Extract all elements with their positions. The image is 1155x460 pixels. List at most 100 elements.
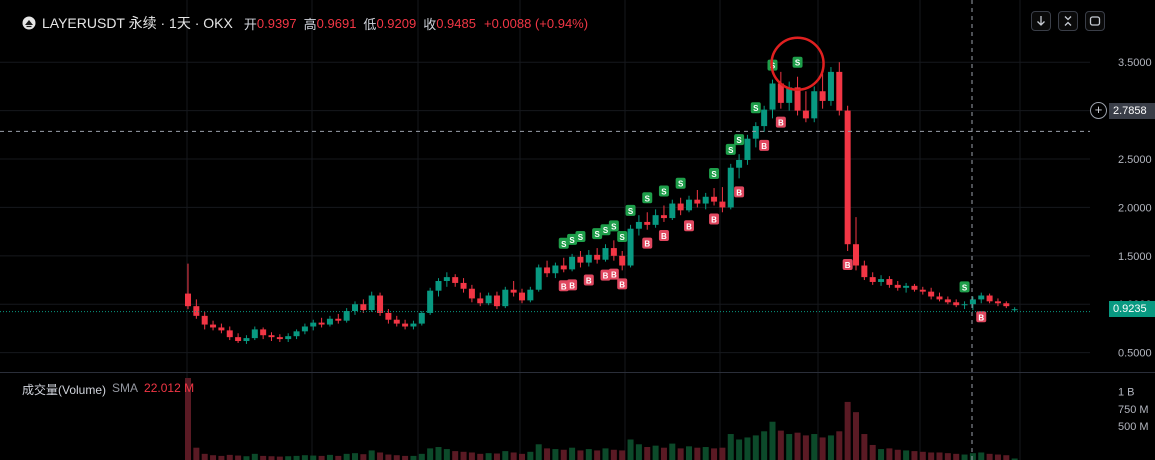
candle-body-66: [736, 159, 743, 168]
volume-legend-value: 22.012 M: [144, 381, 195, 395]
candle-body-18: [335, 318, 342, 321]
volume-bar-58: [669, 443, 676, 460]
candle-body-88: [919, 289, 926, 292]
candle-body-33: [460, 282, 467, 289]
marker-badge-7: [625, 204, 636, 216]
volume-bar-53: [627, 439, 634, 460]
volume-bar-4: [218, 455, 225, 460]
candle-body-26: [402, 323, 409, 327]
marker-badge-18: [558, 280, 569, 292]
candle-84: [886, 276, 893, 288]
marker-label-22: B: [611, 271, 617, 280]
volume-bar-74: [802, 435, 809, 460]
candle-13: [293, 329, 300, 340]
candle-body-77: [827, 71, 834, 101]
volume-bar-72: [786, 434, 793, 460]
volume-bar-43: [544, 448, 551, 460]
sell-marker-13: S: [734, 134, 745, 146]
y-tick-label-3: 2.0000: [1118, 202, 1152, 214]
candle-30: [435, 278, 442, 297]
volume-tick-label-2: 500 M: [1118, 421, 1149, 433]
marker-badge-9: [658, 185, 669, 197]
volume-bar-54: [635, 444, 642, 460]
marker-label-10: S: [678, 180, 684, 189]
volume-bar-89: [928, 452, 935, 460]
volume-bar-79: [844, 401, 851, 460]
volume-bar-12: [285, 456, 292, 460]
marker-label-0: S: [561, 240, 567, 249]
marker-label-7: S: [628, 207, 634, 216]
arrow-down-button[interactable]: [1031, 11, 1051, 31]
marker-badge-24: [642, 237, 653, 249]
low-label: 低: [363, 16, 377, 32]
marker-badge-21: [600, 269, 611, 281]
marker-badge-31: [842, 258, 853, 270]
candle-body-17: [326, 318, 333, 325]
candle-body-27: [410, 323, 417, 327]
volume-bar-98: [1003, 455, 1010, 460]
volume-bar-0: [185, 378, 191, 460]
fullscreen-button[interactable]: [1085, 11, 1105, 31]
candle-78: [836, 62, 843, 116]
marker-label-16: S: [795, 59, 801, 68]
marker-label-3: S: [594, 230, 600, 239]
candle-body-55: [644, 221, 651, 225]
candle-body-82: [869, 277, 876, 282]
candle-6: [235, 333, 242, 343]
candle-body-56: [652, 215, 659, 225]
candle-body-61: [694, 199, 701, 204]
candle-body-64: [719, 201, 726, 208]
candle-body-70: [769, 83, 776, 110]
candles: [185, 62, 1018, 344]
candle-76: [819, 73, 826, 109]
collapse-button[interactable]: [1058, 11, 1078, 31]
marker-badge-29: [759, 139, 770, 151]
volume-bar-57: [660, 447, 667, 460]
candle-70: [769, 79, 776, 119]
candle-body-30: [435, 280, 442, 291]
candle-83: [878, 275, 885, 286]
candle-body-23: [377, 295, 384, 313]
sell-marker-4: S: [600, 224, 611, 236]
volume-tick-label-1: 750 M: [1118, 404, 1149, 416]
volume-bar-80: [853, 412, 859, 460]
volume-bar-87: [911, 451, 918, 460]
candle-body-37: [493, 295, 500, 307]
sell-marker-11: S: [709, 168, 720, 180]
candle-36: [485, 292, 492, 306]
candle-body-51: [610, 248, 617, 256]
candle-body-90: [936, 296, 943, 300]
volume-bar-94: [969, 453, 976, 460]
candle-40: [519, 288, 525, 304]
candle-body-86: [903, 285, 910, 288]
buy-marker-32: B: [976, 311, 987, 323]
volume-bar-29: [427, 448, 434, 460]
candle-73: [794, 76, 801, 116]
buy-marker-23: B: [617, 278, 628, 290]
marker-label-31: B: [845, 261, 851, 270]
candle-12: [285, 333, 292, 342]
volume-bar-47: [577, 450, 584, 460]
symbol-title: LAYERUSDT 永续 · 1天 · OKX: [42, 15, 233, 31]
candle-5: [226, 326, 233, 341]
candle-81: [861, 260, 868, 281]
buy-marker-20: B: [583, 274, 594, 286]
candle-body-97: [994, 301, 1001, 304]
candle-body-7: [243, 338, 250, 342]
add-alert-button[interactable]: +: [1090, 102, 1107, 119]
symbol-header: LAYERUSDT 永续 · 1天 · OKX 开 0.9397 高 0.9691 …: [22, 10, 588, 36]
candle-7: [243, 335, 250, 344]
candle-body-85: [894, 284, 901, 288]
volume-bar-90: [936, 452, 943, 460]
volume-bar-84: [886, 448, 893, 460]
candle-4: [218, 323, 225, 334]
buy-marker-24: B: [642, 237, 653, 249]
candle-body-63: [711, 196, 718, 202]
marker-badge-3: [592, 228, 603, 240]
marker-label-19: B: [569, 281, 575, 290]
candle-body-50: [602, 248, 609, 260]
candle-body-84: [886, 279, 893, 285]
volume-bar-31: [443, 449, 450, 460]
marker-label-26: B: [686, 222, 692, 231]
